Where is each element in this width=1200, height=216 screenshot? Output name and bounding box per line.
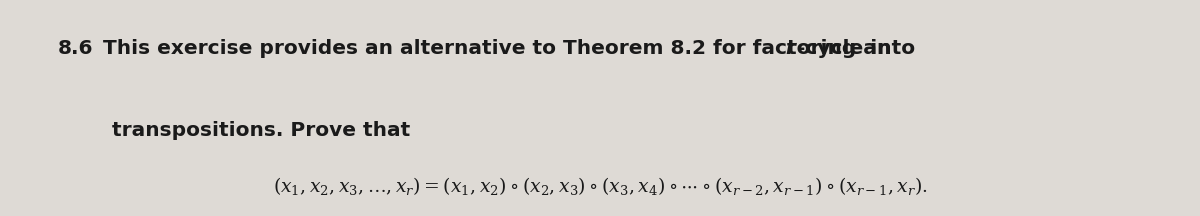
Text: $(x_1, x_2, x_3, \ldots, x_r) = (x_1, x_2) \circ (x_2, x_3) \circ (x_3, x_4) \ci: $(x_1, x_2, x_3, \ldots, x_r) = (x_1, x_… [272, 175, 928, 197]
Text: 8.6: 8.6 [58, 39, 94, 58]
Text: -cycle into: -cycle into [797, 39, 916, 58]
Text: transpositions. Prove that: transpositions. Prove that [112, 121, 410, 140]
Text: This exercise provides an alternative to Theorem 8.2 for factoring an: This exercise provides an alternative to… [103, 39, 899, 58]
Text: r: r [785, 39, 796, 58]
